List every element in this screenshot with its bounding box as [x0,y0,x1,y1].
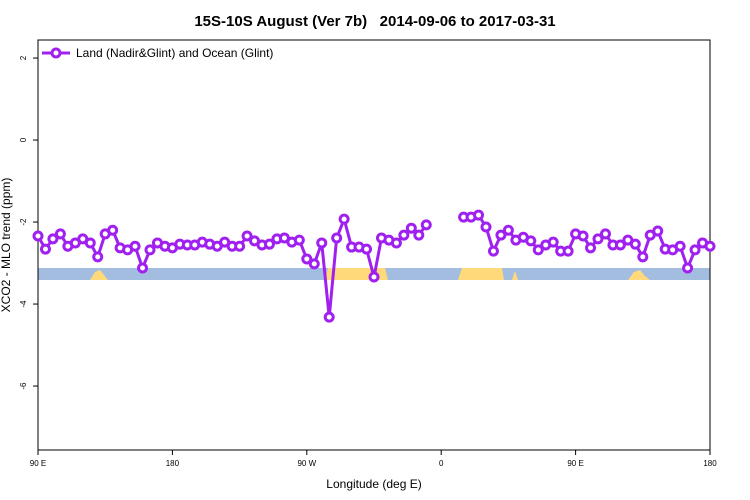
data-point [704,240,716,252]
data-point [144,244,156,256]
chart-title: 15S-10S August (Ver 7b) 2014-09-06 to 20… [194,13,555,30]
legend-label: Land (Nadir&Glint) and Ocean (Glint) [76,46,273,60]
legend: Land (Nadir&Glint) and Ocean (Glint) [42,46,273,60]
data-point [316,237,328,249]
data-point [84,237,96,249]
y-tick-label: -6 [19,382,28,390]
data-point [390,237,402,249]
y-tick-label: -4 [19,300,28,308]
land-patch [90,270,108,280]
data-point [263,238,275,250]
data-point [577,230,589,242]
data-point [92,251,104,263]
data-point [32,230,44,242]
data-point [525,235,537,247]
data-point [592,233,604,245]
data-point [502,224,514,236]
x-tick-label: 0 [439,459,444,468]
data-point [293,234,305,246]
data-point [473,209,485,221]
data-point [413,229,425,241]
data-point [301,253,313,265]
data-point [47,233,59,245]
data-point [323,311,335,323]
data-point [495,229,507,241]
x-tick-label: 180 [166,459,180,468]
data-point [398,229,410,241]
y-tick-label: -2 [19,218,28,226]
y-tick-label: 2 [19,55,28,60]
y-axis-label: XCO2 - MLO trend (ppm) [0,178,13,313]
data-point [637,251,649,263]
data-point [405,222,417,234]
data-point [241,230,253,242]
x-tick-label: 90 W [297,459,316,468]
data-point [532,244,544,256]
data-point [331,232,343,244]
land-patch [458,268,504,280]
data-point [599,228,611,240]
land-patch [628,270,650,280]
legend-marker [50,47,62,59]
data-point [137,262,149,274]
data-point [129,240,141,252]
data-point [629,238,641,250]
data-point [652,225,664,237]
data-point [234,240,246,252]
data-point [480,221,492,233]
data-point [107,224,119,236]
data-point [614,239,626,251]
data-point [338,213,350,225]
x-tick-label: 180 [703,459,717,468]
data-point [585,242,597,254]
data-point [361,243,373,255]
data-point [682,262,694,274]
data-point [562,245,574,257]
data-point [689,244,701,256]
x-axis-label: Longitude (deg E) [326,477,421,491]
data-point [54,228,66,240]
data-point [487,245,499,257]
y-tick-label: 0 [19,137,28,142]
data-point [308,258,320,270]
data-point [368,271,380,283]
x-tick-label: 90 E [30,459,46,468]
land-patch [512,271,518,280]
x-tick-label: 90 E [567,459,583,468]
data-point [420,219,432,231]
data-point [39,243,51,255]
data-point [547,236,559,248]
data-point [674,240,686,252]
